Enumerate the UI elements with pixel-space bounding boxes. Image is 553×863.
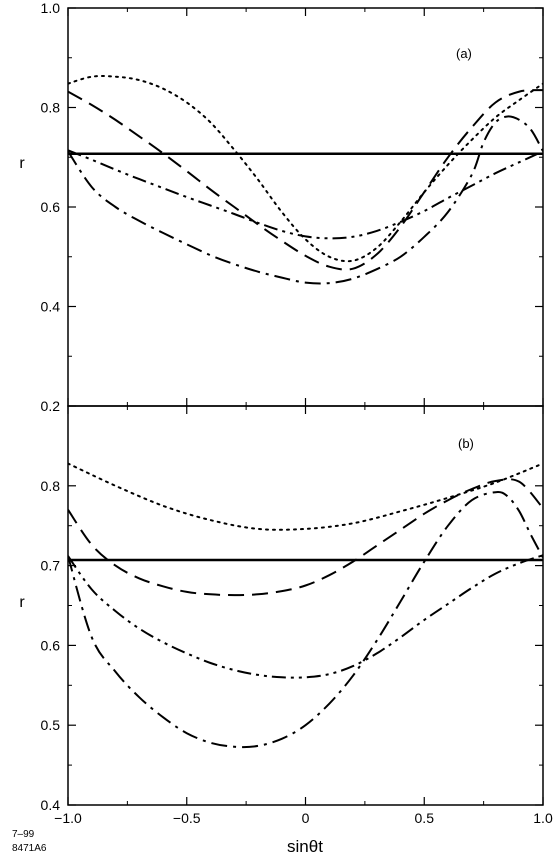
y-tick-label: 0.4 <box>41 797 61 813</box>
x-tick-label: 0.5 <box>415 810 435 826</box>
x-tick-label: 1.0 <box>533 810 553 826</box>
y-tick-label: 0.5 <box>41 717 61 733</box>
plot-frame <box>67 7 544 407</box>
x-tick-label: 0 <box>302 810 310 826</box>
series-line-dotted <box>68 75 543 263</box>
series-line-dashed <box>68 478 543 597</box>
y-axis-label: r <box>19 155 25 172</box>
y-tick-label: 0.6 <box>41 637 61 653</box>
y-tick-label: 0.4 <box>41 299 61 315</box>
series-line-dotted <box>68 462 543 531</box>
series-line-dash-dot-dot <box>68 149 543 240</box>
plot-frame <box>67 405 544 806</box>
series-line-dash-dot <box>68 115 543 285</box>
panel-b: −1.0 −0.5 0 0.5 1.0 0.4 0.5 0.6 0.7 0.8 r (b) <box>19 405 553 826</box>
series-line-dash-dot <box>68 491 543 749</box>
y-tick-label: 0.8 <box>41 478 61 494</box>
figure-note-id: 8471A6 <box>12 843 47 854</box>
y-tick-label: 0.6 <box>41 199 61 215</box>
y-tick-label: 0.7 <box>41 558 61 574</box>
figure-note-date: 7–99 <box>12 829 35 840</box>
series-line-dash-dot-dot <box>68 554 543 679</box>
y-tick-label: 0.8 <box>41 100 61 116</box>
y-tick-label: 1.0 <box>41 0 61 16</box>
series-line-dashed <box>68 89 543 271</box>
panel-a: 0.2 0.4 0.6 0.8 1.0 r (a) <box>19 0 544 414</box>
x-axis-label: sinθt <box>287 837 323 856</box>
panel-label: (b) <box>458 436 474 451</box>
y-axis-label: r <box>19 594 25 611</box>
x-tick-label: −1.0 <box>54 810 82 826</box>
panel-label: (a) <box>456 46 472 61</box>
y-tick-label: 0.2 <box>41 398 61 414</box>
x-tick-label: −0.5 <box>173 810 201 826</box>
